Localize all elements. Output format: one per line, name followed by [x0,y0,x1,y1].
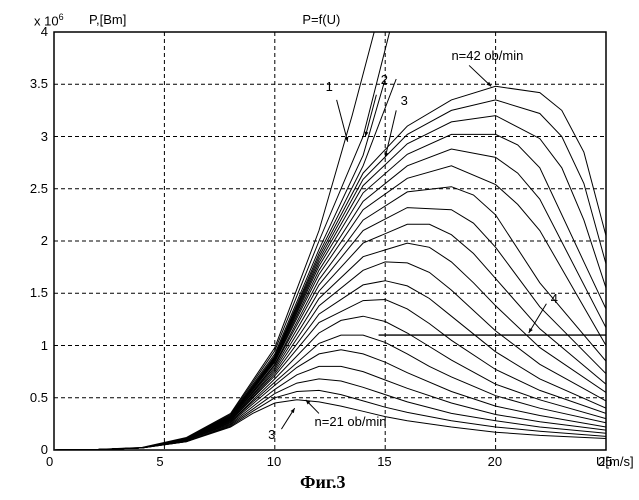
ytick-label: 2.5 [30,181,48,196]
annot-4: 4 [551,291,558,306]
arrow [529,304,547,333]
power-curve-n38 [54,116,606,450]
ytick-label: 0 [41,442,48,457]
ytick-label: 3 [41,129,48,144]
xtick-label: 15 [377,454,391,469]
power-curve-n36 [54,149,606,450]
power-curve-max_envelope [54,32,374,450]
power-curve-n40 [54,86,606,450]
x-axis-label: U[m/s] [596,454,634,469]
figure-caption: Фиг.3 [300,472,345,493]
ytick-label: 1.5 [30,285,48,300]
power-curve-n37 [54,134,606,450]
ytick-label: 2 [41,233,48,248]
power-curve-n25 [54,350,606,450]
annot-3b: 3 [268,427,275,442]
y-exp-sup: 6 [59,12,64,22]
power-curve-n24 [54,366,606,450]
y-exponent: x 106 [34,12,64,28]
annot-3: 3 [401,93,408,108]
ytick-label: 3.5 [30,76,48,91]
y-axis-label: P,[Bm] [89,12,126,27]
chart-title: P=f(U) [302,12,340,27]
arrow [337,100,348,142]
ytick-label: 0.5 [30,390,48,405]
annot-1: 1 [326,79,333,94]
xtick-label: 5 [156,454,163,469]
arrow [385,110,396,157]
y-exp-base: x 10 [34,13,59,28]
xtick-label: 20 [488,454,502,469]
annot-n-low: n=21 ob/min [315,414,387,429]
power-curve-n41 [54,79,396,450]
annot-2: 2 [381,72,388,87]
power-curve-n35 [54,166,606,450]
annot-n-high: n=42 ob/min [451,48,523,63]
xtick-label: 10 [267,454,281,469]
ytick-label: 1 [41,338,48,353]
arrowhead [291,408,295,413]
